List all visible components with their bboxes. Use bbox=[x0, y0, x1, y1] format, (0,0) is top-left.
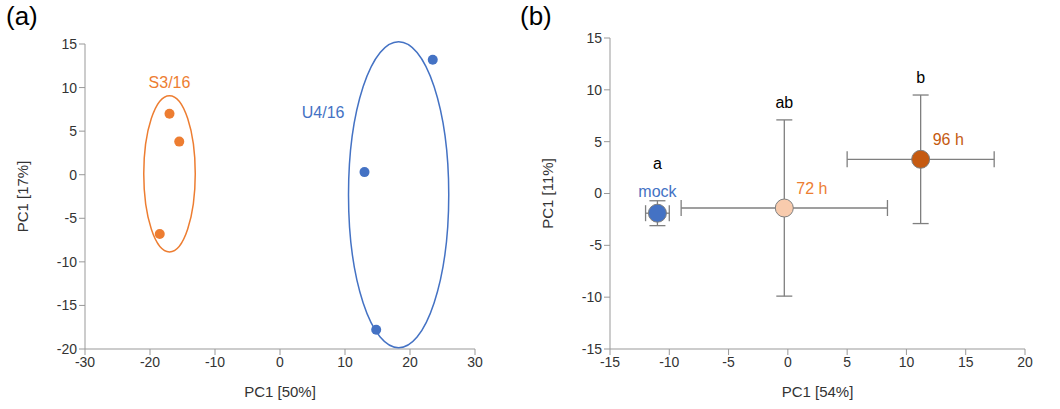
svg-text:96 h: 96 h bbox=[933, 131, 964, 148]
svg-text:10: 10 bbox=[61, 80, 77, 96]
svg-text:-15: -15 bbox=[582, 341, 602, 357]
svg-text:0: 0 bbox=[69, 167, 77, 183]
svg-text:10: 10 bbox=[586, 82, 602, 98]
html-text:(b): (b) bbox=[520, 1, 552, 31]
svg-text:20: 20 bbox=[1017, 354, 1033, 370]
svg-text:-30: -30 bbox=[75, 354, 95, 370]
svg-text:10: 10 bbox=[337, 354, 353, 370]
svg-text:0: 0 bbox=[276, 354, 284, 370]
svg-text:15: 15 bbox=[61, 36, 77, 52]
svg-text:20: 20 bbox=[402, 354, 418, 370]
svg-text:10: 10 bbox=[899, 354, 915, 370]
svg-text:PC1 [17%]: PC1 [17%] bbox=[14, 161, 31, 233]
svg-text:-10: -10 bbox=[659, 354, 679, 370]
svg-text:-15: -15 bbox=[57, 297, 77, 313]
svg-text:-10: -10 bbox=[205, 354, 225, 370]
svg-text:30: 30 bbox=[467, 354, 483, 370]
svg-text:-20: -20 bbox=[140, 354, 160, 370]
svg-text:5: 5 bbox=[69, 123, 77, 139]
svg-text:-10: -10 bbox=[57, 254, 77, 270]
svg-text:15: 15 bbox=[958, 354, 974, 370]
svg-text:-5: -5 bbox=[590, 237, 603, 253]
svg-text:0: 0 bbox=[784, 354, 792, 370]
svg-text:-20: -20 bbox=[57, 341, 77, 357]
svg-text:0: 0 bbox=[594, 185, 602, 201]
svg-text:U4/16: U4/16 bbox=[302, 104, 345, 121]
svg-text:PC1 [54%]: PC1 [54%] bbox=[782, 383, 854, 400]
svg-text:b: b bbox=[916, 69, 925, 86]
svg-text:PC1 [50%]: PC1 [50%] bbox=[244, 383, 316, 400]
svg-text:15: 15 bbox=[586, 30, 602, 46]
svg-text:PC1 [11%]: PC1 [11%] bbox=[539, 158, 556, 229]
svg-text:5: 5 bbox=[843, 354, 851, 370]
svg-text:S3/16: S3/16 bbox=[149, 74, 191, 91]
svg-text:-15: -15 bbox=[600, 354, 620, 370]
html-text:(a): (a) bbox=[6, 1, 38, 31]
svg-text:ab: ab bbox=[775, 94, 793, 111]
svg-text:5: 5 bbox=[594, 134, 602, 150]
svg-text:-10: -10 bbox=[582, 289, 602, 305]
svg-text:mock: mock bbox=[638, 183, 677, 200]
svg-text:-5: -5 bbox=[722, 354, 735, 370]
svg-text:a: a bbox=[653, 155, 662, 172]
svg-text:-5: -5 bbox=[65, 210, 78, 226]
svg-text:72 h: 72 h bbox=[796, 180, 827, 197]
